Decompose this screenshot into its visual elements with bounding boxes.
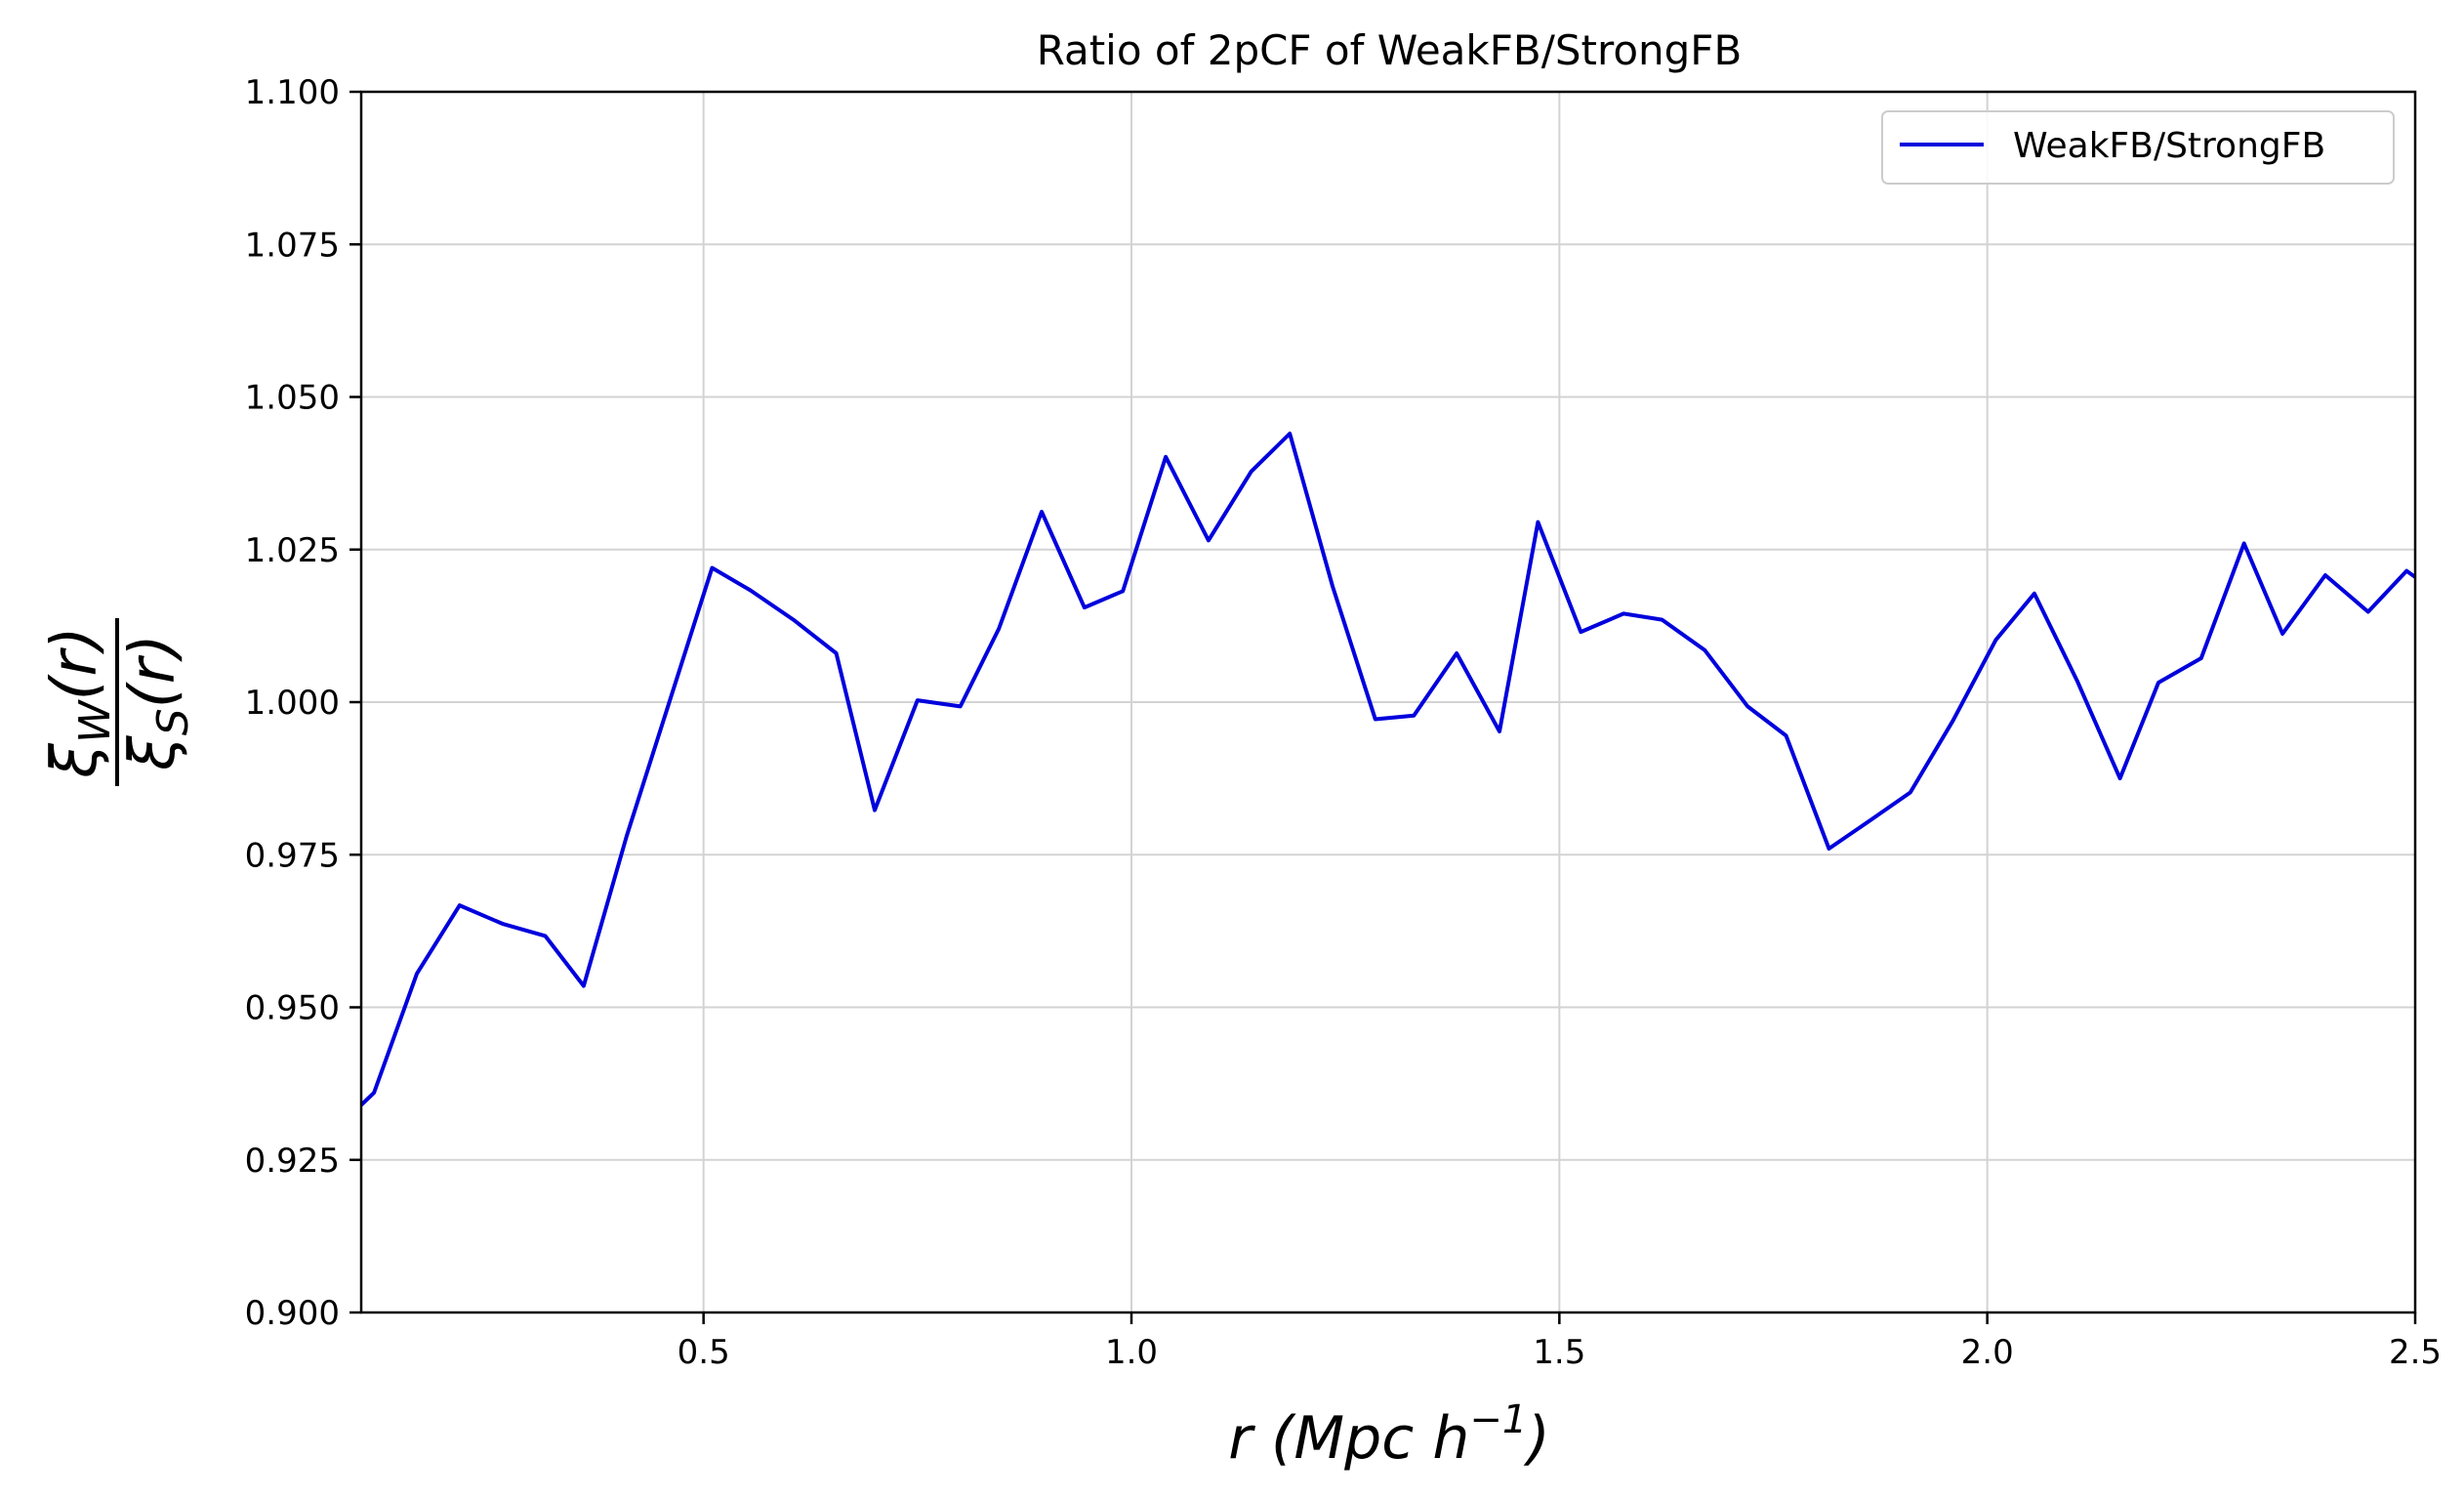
legend: WeakFB/StrongFB [1881,110,2395,185]
y-tick-label: 0.900 [245,1294,340,1333]
x-axis: 0.5 1.0 1.5 2.0 2.5 [678,1312,2442,1372]
x-tick-label: 0.5 [678,1333,730,1372]
y-axis-label: ξW(r) ξS(r) [39,618,198,786]
legend-box [1881,110,2395,185]
x-axis-label: r (Mpc h−1) [1228,1397,1549,1473]
x-tick-label: 2.5 [2389,1333,2442,1372]
y-tick-label: 1.025 [245,531,340,570]
y-tick-label: 0.925 [245,1142,340,1181]
series-group [361,432,2415,1106]
legend-label: WeakFB/StrongFB [2013,126,2325,166]
x-tick-label: 1.0 [1105,1333,1158,1372]
series-line [361,432,2415,1106]
plot-area [361,432,2415,1106]
chart-title: Ratio of 2pCF of WeakFB/StrongFB [1037,26,1743,74]
y-tick-label: 0.950 [245,989,340,1028]
y-tick-label: 1.050 [245,379,340,418]
y-tick-label: 1.075 [245,226,340,265]
y-tick-label: 0.975 [245,836,340,875]
x-tick-label: 1.5 [1533,1333,1585,1372]
y-axis-label-numerator: ξW(r) [39,626,120,778]
y-tick-label: 1.100 [245,73,340,112]
y-axis: 0.900 0.925 0.950 0.975 1.000 1.025 1.050 1.075… [245,73,361,1333]
x-tick-label: 2.0 [1961,1333,2014,1372]
y-tick-label: 1.000 [245,684,340,723]
y-axis-label-denominator: ξS(r) [117,634,198,771]
